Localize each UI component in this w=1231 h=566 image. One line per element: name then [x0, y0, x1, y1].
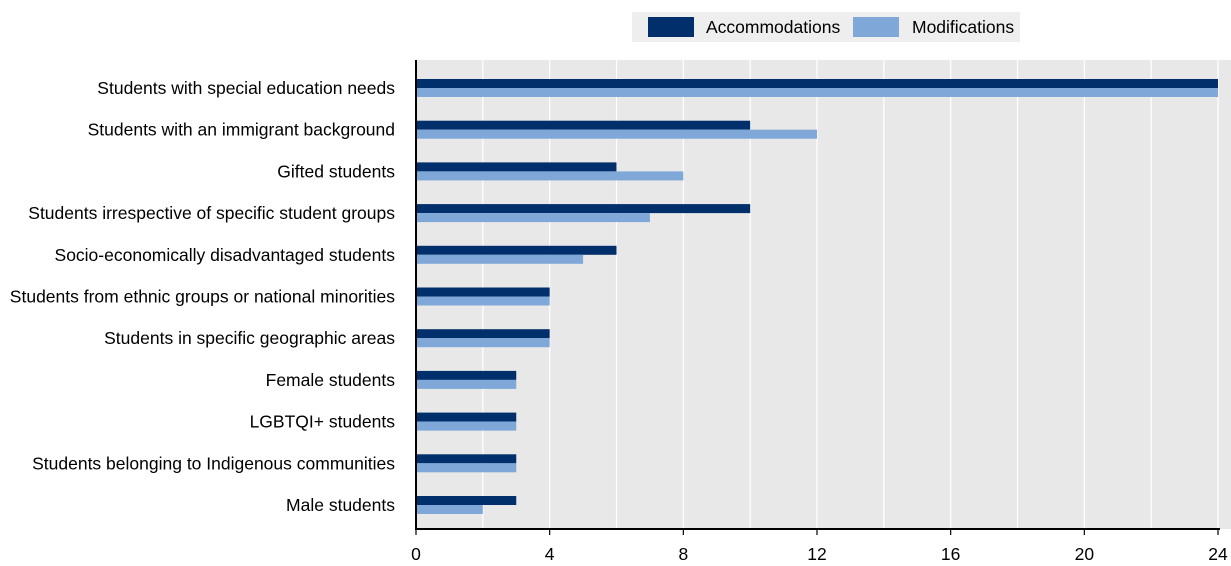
bar-modifications-8 [416, 379, 517, 389]
x-tick-label: 8 [678, 544, 688, 564]
category-label: Students from ethnic groups or national … [10, 287, 395, 307]
bar-accommodations-7 [416, 329, 550, 339]
bar-accommodations-9 [416, 412, 517, 422]
category-label: Students belonging to Indigenous communi… [32, 453, 395, 473]
category-label: Students in specific geographic areas [104, 328, 395, 348]
bar-modifications-6 [416, 296, 550, 306]
legend-label-modifications: Modifications [912, 17, 1014, 37]
bar-modifications-3 [416, 171, 684, 181]
legend-box [632, 12, 1020, 42]
bar-accommodations-2 [416, 120, 751, 130]
x-tick-label: 12 [807, 544, 826, 564]
legend-swatch-modifications [853, 17, 899, 37]
bar-modifications-2 [416, 129, 817, 139]
category-label: Students with special education needs [97, 78, 395, 98]
bar-accommodations-4 [416, 204, 751, 214]
bar-accommodations-8 [416, 370, 517, 380]
bar-modifications-1 [416, 88, 1218, 97]
category-label: LGBTQI+ students [250, 412, 396, 432]
x-tick-label: 4 [545, 544, 555, 564]
legend-swatch-accommodations [648, 17, 694, 37]
bar-accommodations-3 [416, 162, 617, 172]
category-label: Female students [266, 370, 396, 390]
legend-label-accommodations: Accommodations [706, 17, 840, 37]
bar-modifications-11 [416, 505, 483, 514]
bar-accommodations-6 [416, 287, 550, 297]
category-label: Male students [286, 495, 395, 515]
x-tick-label: 16 [941, 544, 960, 564]
category-label: Gifted students [277, 161, 395, 181]
bar-modifications-7 [416, 338, 550, 348]
x-tick-label: 24 [1208, 544, 1228, 564]
bar-modifications-9 [416, 421, 517, 431]
bar-accommodations-1 [416, 79, 1218, 88]
category-label: Students with an immigrant background [88, 120, 395, 140]
bar-accommodations-10 [416, 454, 517, 464]
category-label: Students irrespective of specific studen… [28, 203, 395, 223]
bar-accommodations-11 [416, 496, 517, 505]
bar-modifications-4 [416, 213, 650, 223]
bar-modifications-5 [416, 254, 584, 264]
x-tick-label: 20 [1075, 544, 1095, 564]
bar-accommodations-5 [416, 245, 617, 255]
bar-modifications-10 [416, 463, 517, 473]
category-label: Socio-economically disadvantaged student… [55, 245, 396, 265]
x-tick-label: 0 [411, 544, 421, 564]
